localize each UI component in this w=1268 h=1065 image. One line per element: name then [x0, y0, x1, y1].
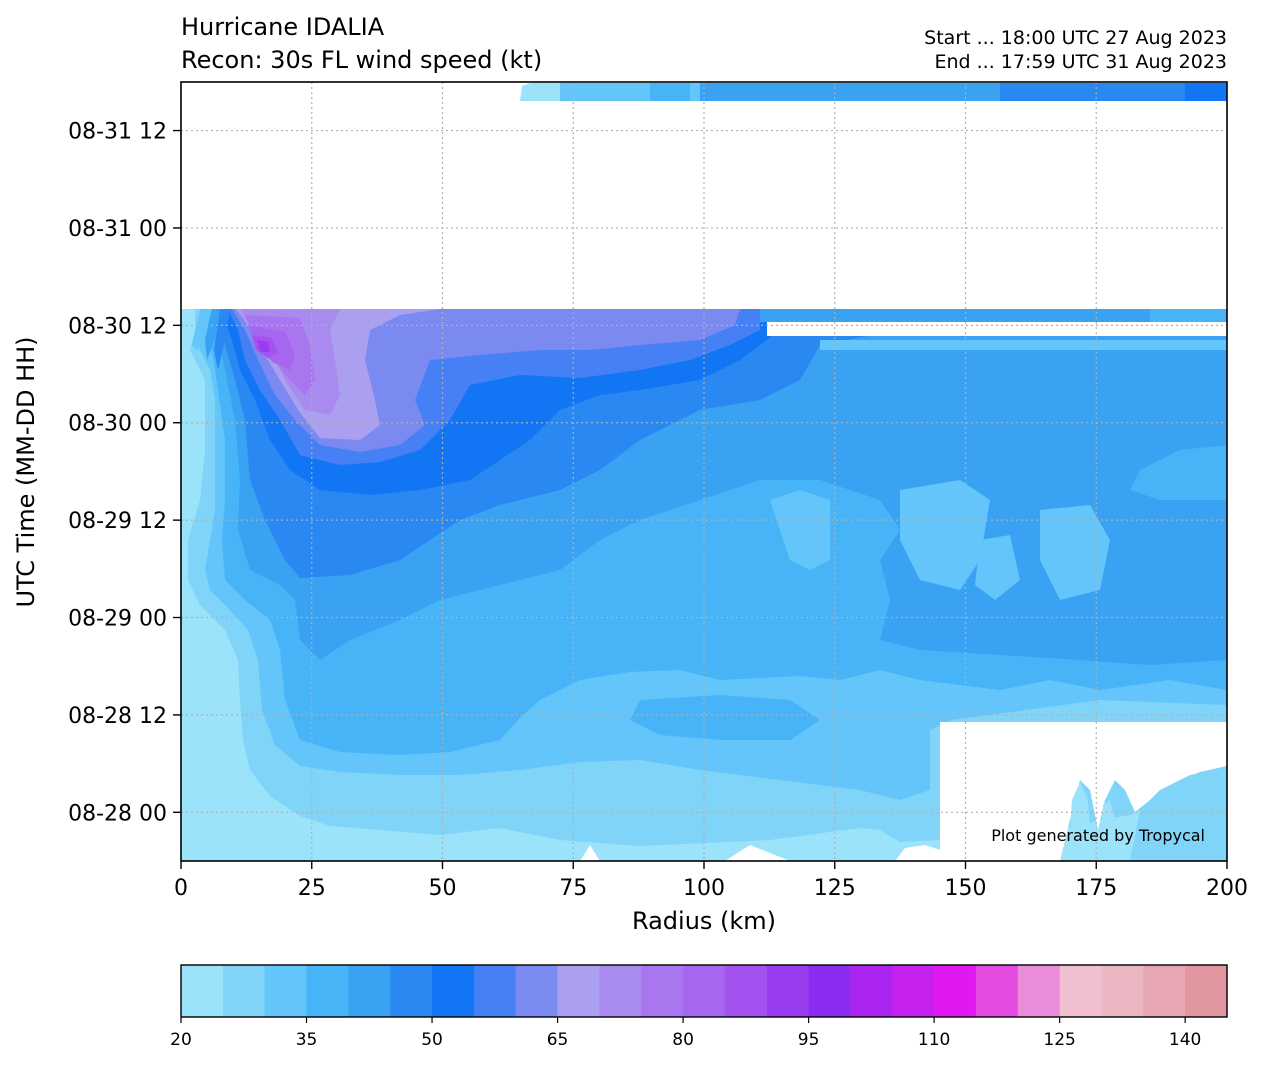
colorbar-swatch	[306, 965, 349, 1017]
x-tick-label: 75	[559, 876, 587, 901]
colorbar-swatch	[1185, 965, 1228, 1017]
chart-subtitle: Recon: 30s FL wind speed (kt)	[181, 46, 542, 74]
nodata-bottom-b	[725, 845, 790, 861]
start-time-label: Start ... 18:00 UTC 27 Aug 2023	[924, 27, 1227, 49]
colorbar-tick-label: 95	[798, 1030, 820, 1050]
patch-outer-30-b	[900, 480, 990, 590]
nodata-gap-0830	[767, 322, 1227, 336]
x-tick-label: 175	[1075, 876, 1117, 901]
colorbar-swatch	[222, 965, 266, 1017]
colorbar-swatch	[557, 965, 600, 1017]
colorbar-tick-label: 65	[547, 1030, 569, 1050]
y-tick-label: 08-30 12	[68, 314, 167, 339]
y-tick-label: 08-28 12	[68, 704, 167, 729]
x-axis: 0 25 50 75 100 125 150 175 200	[174, 861, 1248, 901]
colorbar-border	[180, 964, 1228, 1018]
patch-outer-30-c	[1040, 505, 1110, 600]
x-tick-label: 50	[429, 876, 457, 901]
y-axis-label: UTC Time (MM-DD HH)	[12, 336, 40, 607]
colorbar-swatch	[348, 965, 391, 1017]
y-tick-label: 08-28 00	[68, 801, 167, 826]
colorbar-swatch	[724, 965, 768, 1017]
colorbar-swatch	[181, 965, 224, 1017]
colorbar-swatch	[264, 965, 308, 1017]
colorbar-tick-label: 20	[170, 1030, 192, 1050]
y-tick-label: 08-31 00	[68, 217, 167, 242]
plot-area: Plot generated by Tropycal	[180, 81, 1228, 862]
patch-outer-30-e	[820, 340, 1227, 350]
strip-0830-upper-b	[760, 309, 1150, 322]
x-tick-label: 200	[1206, 876, 1248, 901]
x-tick-label: 150	[945, 876, 987, 901]
colorbar-swatch	[850, 965, 893, 1017]
x-tick-label: 125	[814, 876, 856, 901]
patch-outer-30-d	[975, 535, 1020, 600]
band-25-tongue-c	[1130, 768, 1227, 861]
x-tick-label: 25	[298, 876, 326, 901]
top-strip-35-c	[820, 83, 840, 101]
band-35-patch	[630, 695, 820, 740]
colorbar-swatch	[641, 965, 684, 1017]
colorbar: 20 35 50 65 80 95 110 125 140	[170, 964, 1228, 1050]
colorbar-swatch	[892, 965, 935, 1017]
grid-lines	[181, 82, 1227, 861]
y-tick-label: 08-31 12	[68, 120, 167, 145]
nodata-lower-right	[940, 722, 1227, 861]
credit-annotation: Plot generated by Tropycal	[991, 826, 1205, 845]
top-strip-30-b	[650, 83, 690, 101]
band-90	[257, 340, 270, 352]
y-tick-label: 08-29 00	[68, 607, 167, 632]
x-axis-label: Radius (km)	[632, 907, 776, 935]
nodata-bottom-a	[580, 845, 600, 861]
colorbar-swatch	[766, 965, 810, 1017]
colorbar-tick-label: 110	[918, 1030, 950, 1050]
y-tick-label: 08-30 00	[68, 412, 167, 437]
patch-outer-30-a	[770, 490, 830, 570]
band-20-tongue-a	[1068, 782, 1092, 861]
colorbar-swatch	[515, 965, 559, 1017]
colorbar-swatch	[1017, 965, 1061, 1017]
colorbar-swatch	[808, 965, 852, 1017]
colorbar-tick-label: 35	[296, 1030, 318, 1050]
eye-inner-ring-35	[205, 309, 222, 360]
top-strip-50	[1185, 83, 1227, 101]
colorbar-tick-label: 140	[1169, 1030, 1201, 1050]
eye-inner-ring-45	[214, 309, 230, 370]
end-time-label: End ... 17:59 UTC 31 Aug 2023	[934, 51, 1227, 73]
colorbar-swatch	[975, 965, 1019, 1017]
colorbar-swatch	[1059, 965, 1103, 1017]
colorbar-swatch	[390, 965, 433, 1017]
colorbar-swatch	[1101, 965, 1144, 1017]
x-tick-label: 0	[174, 876, 188, 901]
colorbar-swatch	[934, 965, 977, 1017]
colorbar-tick-label: 125	[1043, 1030, 1075, 1050]
nodata-bottom-c	[895, 845, 940, 861]
y-axis: 08-28 00 08-28 12 08-29 00 08-29 12 08-30 00…	[68, 120, 181, 826]
colorbar-tick-label: 80	[672, 1030, 694, 1050]
top-strip-45	[1000, 83, 1227, 101]
band-20-tongue-b	[1100, 800, 1120, 861]
colorbar-swatch	[1143, 965, 1186, 1017]
colorbar-swatch	[473, 965, 517, 1017]
colorbar-swatch	[599, 965, 642, 1017]
chart-title: Hurricane IDALIA	[181, 13, 385, 41]
eye-inner-ring-30	[192, 309, 212, 350]
x-tick-label: 100	[683, 876, 725, 901]
y-tick-label: 08-29 12	[68, 509, 167, 534]
colorbar-tick-label: 50	[421, 1030, 443, 1050]
colorbar-swatch	[432, 965, 475, 1017]
colorbar-swatch	[683, 965, 726, 1017]
